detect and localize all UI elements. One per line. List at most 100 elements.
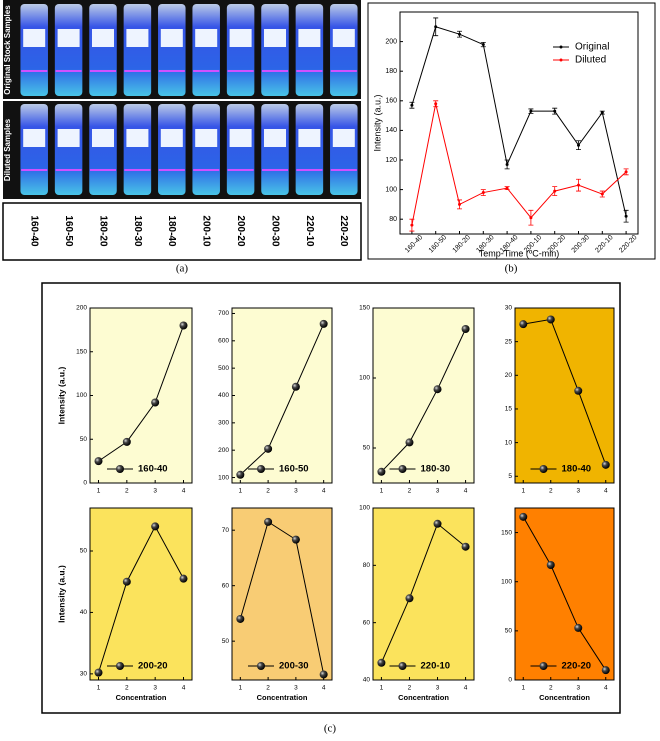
y-tick-label: 100 [359,505,370,512]
legend-marker [257,465,265,473]
vial-label [126,29,149,47]
vial [158,104,186,195]
y-tick-label: 50 [222,638,230,645]
legend-label: Original [575,42,609,53]
x-tick-label: 1 [380,488,384,495]
marker [553,189,557,193]
legend-marker [116,662,124,670]
vial-label [229,129,252,147]
series-line [381,328,467,473]
y-tick-label: 700 [218,310,229,317]
vial [226,4,255,96]
marker [546,315,555,324]
sample-label: 220-10 [304,215,315,247]
y-tick-label: 80 [363,562,371,569]
sample-label: 180-20 [97,215,108,247]
marker [151,522,160,531]
y-tick-label: 25 [505,338,513,345]
marker [546,561,555,570]
y-tick-label: 50 [80,436,88,443]
y-tick-label: 80 [389,216,397,223]
vial [295,4,324,96]
sample-label: 160-40 [29,215,40,247]
series-line [411,103,627,226]
x-tick-label: 1 [97,488,101,495]
plot-background [373,308,474,483]
x-tick-label: 3 [294,488,298,495]
x-tick-label: 4 [604,488,608,495]
legend-label: 200-30 [279,661,309,672]
vial [158,4,186,96]
panel-b-frame [367,2,656,260]
plot-background [232,308,332,483]
marker [319,670,328,679]
series-line [411,26,627,217]
caption: (a) [176,263,189,275]
x-tick-label: 4 [604,685,608,692]
x-tick-label: 4 [322,488,326,495]
y-tick-label: 60 [363,619,371,626]
marker [529,109,533,113]
marker [529,216,533,220]
plot-frame [399,11,639,235]
marker [505,162,509,166]
x-tick-label: 2 [549,488,553,495]
y-tick-label: 180 [385,68,397,75]
x-tick-label: 3 [576,488,580,495]
vial [261,4,289,96]
x-tick-label: 1 [521,488,525,495]
y-tick-label: 150 [501,529,512,536]
y-tick-label: 100 [218,474,229,481]
label-strip [2,202,362,261]
plot-frame [514,307,615,484]
marker [624,170,628,174]
y-tick-label: 120 [385,157,397,164]
vial [89,104,117,195]
vial-label [57,29,80,47]
x-axis-label: Concentration [116,693,167,702]
vial [226,104,255,195]
sample-label: 180-40 [166,215,177,247]
marker [410,223,414,227]
x-tick-label: 3 [153,488,157,495]
marker [151,398,160,407]
y-tick-label: 150 [76,348,87,355]
x-tick-label: 2 [266,685,270,692]
sample-label: 200-30 [269,215,280,247]
marker [434,102,438,106]
legend-marker [257,662,265,670]
vial [295,104,324,195]
vial-label [195,129,218,147]
x-tick-label: 4 [464,685,468,692]
vial [54,4,83,96]
marker [236,470,245,479]
y-tick-label: 300 [218,420,229,427]
x-tick-label: 1 [380,685,384,692]
vial [123,4,152,96]
plot-background [232,508,332,680]
marker [122,437,131,446]
sample-label: 200-20 [235,215,246,247]
marker [319,319,328,328]
marker [600,111,604,115]
series-line [522,516,607,671]
y-tick-label: 160 [385,98,397,105]
x-tick-label: 4 [182,685,186,692]
y-tick-label: 140 [385,127,397,134]
x-tick-label: 2 [125,488,129,495]
vial-label [298,129,321,147]
marker [291,535,300,544]
marker [624,214,628,218]
marker [577,143,580,147]
vial [192,4,220,96]
marker [122,577,131,586]
plot-frame [231,507,333,681]
legend-label: 160-40 [138,464,168,475]
series-line [98,525,184,673]
vial [89,4,117,96]
plot-frame [372,307,475,484]
x-axis-label: Concentration [257,693,308,702]
x-axis-label: Temp-Time (ºC-min) [479,248,559,258]
legend-label: 180-30 [421,464,451,475]
